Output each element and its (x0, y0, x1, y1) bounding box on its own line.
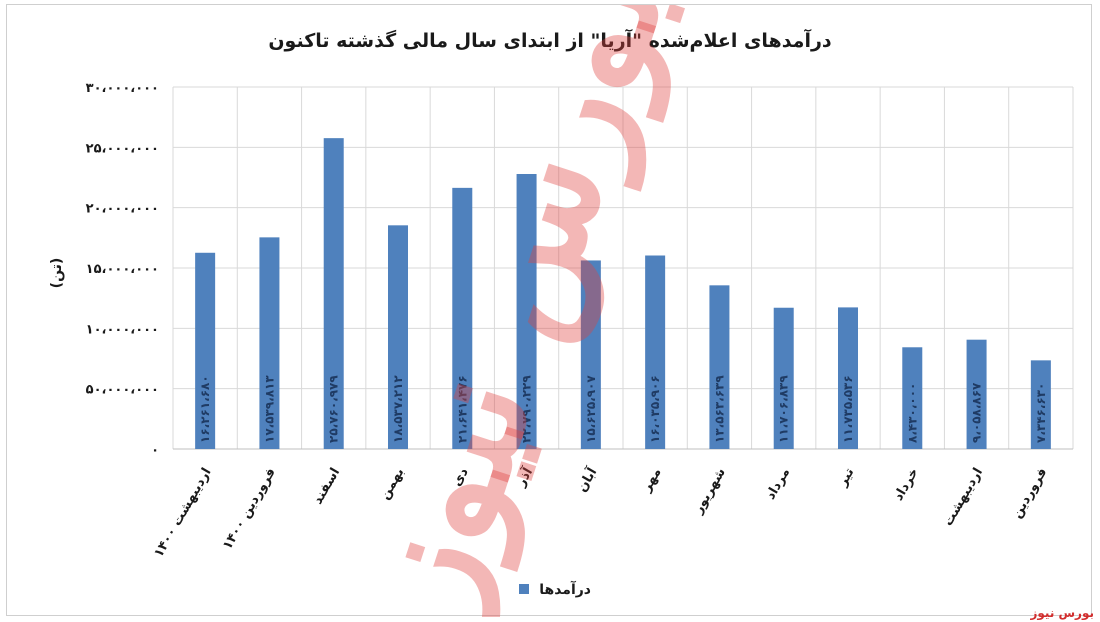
data-label: ۱۱،۷۳۵،۵۳۶ (841, 375, 855, 443)
data-label: ۱۶،۲۶۱،۶۸۰ (198, 375, 212, 443)
bar (838, 307, 858, 449)
x-tick-label: مرداد (763, 466, 793, 503)
data-label: ۷،۳۴۶،۶۳۰ (1034, 383, 1048, 443)
y-tick-label: ۳۰،۰۰۰،۰۰۰ (86, 81, 159, 96)
data-label: ۲۲،۷۹۰،۲۲۹ (520, 375, 534, 443)
data-label: ۲۵،۷۶۰،۹۷۹ (327, 375, 341, 443)
x-tick-label: مهر (639, 466, 665, 496)
bar (709, 285, 730, 449)
chart-frame: درآمدهای اعلام‌شده "آریا" از ابتدای سال … (6, 4, 1092, 617)
x-tick-label: تیر (835, 466, 858, 490)
data-label: ۱۸،۵۳۷،۲۱۲ (391, 375, 405, 443)
x-tick-label: شهریور (690, 466, 728, 518)
x-tick-label: خرداد (891, 466, 922, 504)
y-tick-label: ۱۰،۰۰۰،۰۰۰ (86, 322, 159, 337)
bar (452, 187, 473, 449)
y-axis-ticks: ۰ ۵۰،۰۰۰،۰۰۰ ۱۰،۰۰۰،۰۰۰ ۱۵،۰۰۰،۰۰۰ ۲۰،۰۰۰،۰۰… (86, 81, 159, 458)
x-tick-label: فروردین (1010, 466, 1051, 521)
x-axis-ticks: فروردین اردیبهشت خرداد تیر مرداد شهریور مهر آبا… (151, 464, 1050, 560)
chart-title: درآمدهای اعلام‌شده "آریا" از ابتدای سال … (268, 28, 832, 52)
data-label: ۱۷،۵۳۹،۸۱۳ (262, 375, 276, 443)
y-tick-label: ۰ (151, 443, 159, 458)
x-tick-label: اردیبهشت ۱۴۰۰ (151, 466, 214, 561)
bar (516, 173, 537, 449)
y-tick-label: ۵۰،۰۰۰،۰۰۰ (86, 383, 159, 398)
bar (773, 307, 794, 449)
bar (1030, 360, 1051, 449)
bar (966, 339, 987, 449)
data-label: ۹،۰۵۸،۸۶۷ (970, 382, 984, 443)
data-label: ۲۱،۶۴۱،۴۷۶ (455, 375, 469, 443)
data-label: ۱۳،۵۶۳،۶۳۹ (712, 375, 726, 443)
x-tick-label: آبان (573, 464, 601, 495)
bar (323, 138, 344, 449)
x-tick-label: اسفند (310, 466, 343, 508)
y-tick-label: ۱۵،۰۰۰،۰۰۰ (86, 262, 159, 277)
bar (195, 252, 216, 449)
bar (902, 347, 923, 449)
data-label: ۱۶،۰۳۵،۹۰۶ (648, 375, 662, 443)
legend-swatch (519, 584, 529, 594)
legend: درآمدها (519, 580, 591, 598)
bar (645, 255, 666, 449)
x-tick-label: فروردین ۱۴۰۰ (220, 466, 279, 553)
data-label: ۱۵،۶۲۵،۹۰۷ (584, 375, 598, 443)
chart-svg: درآمدهای اعلام‌شده "آریا" از ابتدای سال … (49, 5, 1074, 617)
data-label: ۸،۴۳۰،۰۰۰ (905, 383, 919, 443)
source-tag: بورس نیوز (1030, 606, 1094, 620)
y-tick-label: ۲۵،۰۰۰،۰۰۰ (86, 141, 159, 156)
y-tick-label: ۲۰،۰۰۰،۰۰۰ (86, 202, 159, 217)
grid-layer (172, 86, 1074, 450)
data-label-layer: ۷،۳۴۶،۶۳۰ ۹،۰۵۸،۸۶۷ ۸،۴۳۰،۰۰۰ ۱۱،۷۳۵،۵۳۶ ۱۱،… (198, 375, 1048, 443)
data-label: ۱۱،۷۰۶،۸۳۹ (777, 375, 791, 443)
bar (259, 237, 280, 449)
x-tick-label: اردیبهشت (941, 466, 986, 529)
y-axis-label: (تن) (49, 258, 65, 289)
bar (388, 225, 408, 449)
bar-layer (195, 138, 1051, 449)
legend-label: درآمدها (539, 580, 591, 598)
bar (580, 260, 601, 449)
